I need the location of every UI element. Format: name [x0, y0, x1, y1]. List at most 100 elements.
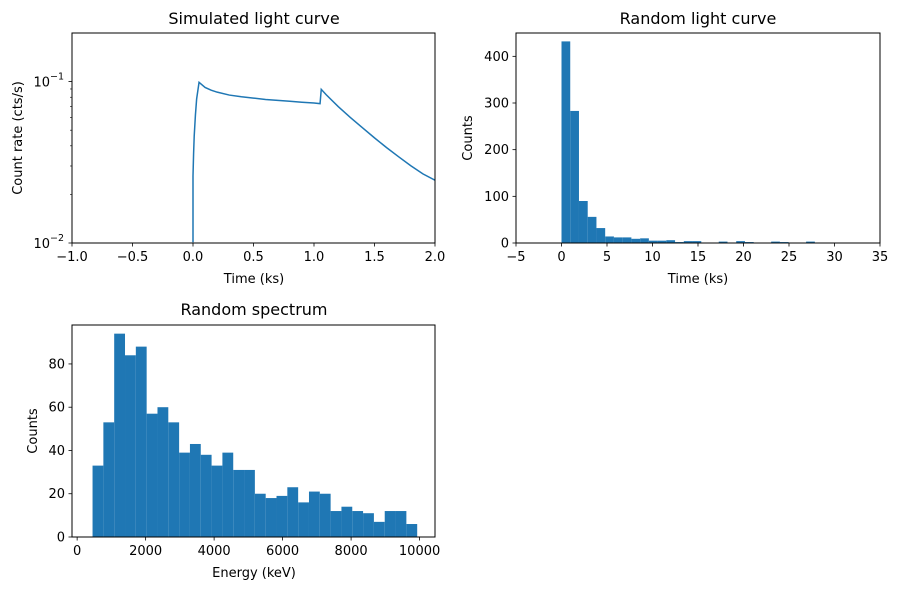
- y-tick-label: 0: [57, 531, 65, 546]
- histogram-bar: [718, 241, 728, 243]
- axes-frame: [71, 324, 436, 538]
- x-tick-label: 0: [557, 250, 565, 265]
- y-axis-label: Counts: [26, 408, 41, 454]
- data-marks: [561, 41, 859, 243]
- histogram-bar: [561, 41, 571, 243]
- x-tick-label: 15: [690, 250, 707, 265]
- x-tick-label: 25: [781, 250, 798, 265]
- x-tick-label: −1.0: [56, 250, 88, 265]
- histogram-bar: [265, 498, 277, 537]
- histogram-bar: [384, 511, 396, 537]
- x-tick-label: 2.0: [425, 250, 446, 265]
- histogram-bar: [179, 452, 190, 537]
- histogram-bar: [570, 110, 579, 243]
- histogram-bar: [200, 454, 212, 537]
- histogram-bar: [244, 469, 255, 537]
- histogram-bar: [806, 241, 815, 243]
- y-tick-label: 200: [484, 143, 509, 158]
- y-tick-label: 10−1: [33, 72, 64, 91]
- histogram-bar: [276, 495, 288, 537]
- plot-area: −1.0 −0.5 0.0 0.5 1.0 1.5 2.0 10−2 10−1: [33, 72, 445, 265]
- y-tick-label: 20: [48, 487, 65, 502]
- x-tick-label: 20: [735, 250, 752, 265]
- y-tick-label: 40: [48, 444, 65, 459]
- histogram-bar: [211, 465, 223, 537]
- x-tick-label: 1.5: [364, 250, 385, 265]
- histogram-bar: [189, 443, 201, 537]
- histogram-bar: [222, 452, 234, 537]
- panel-random-light-curve: Random light curve Time (ks) Counts −5 0 5…: [461, 9, 888, 287]
- x-axis-label: Time (ks): [223, 272, 284, 287]
- histogram-bar: [92, 465, 104, 537]
- x-tick-label: 4000: [198, 544, 231, 559]
- series-line: [192, 80, 435, 243]
- panel-random-spectrum: Random spectrum Energy (keV) Counts 0 200…: [26, 300, 440, 581]
- histogram-bar: [168, 422, 180, 537]
- histogram-bar: [578, 201, 588, 243]
- x-tick-label: 30: [826, 250, 843, 265]
- histogram-bar: [657, 240, 667, 243]
- x-tick-label: 0: [73, 544, 81, 559]
- histogram-bar: [135, 346, 147, 537]
- x-tick-label: −5: [506, 250, 525, 265]
- histogram-bar: [298, 502, 309, 537]
- panel-simulated-light-curve: Simulated light curve Time (ks) Count ra…: [11, 9, 445, 287]
- y-tick-label: 300: [484, 97, 509, 112]
- y-tick-label: 10−2: [33, 233, 64, 252]
- axes-frame: [515, 32, 881, 244]
- histogram-bar: [287, 487, 299, 537]
- histogram-bar: [363, 513, 374, 537]
- y-tick-label: 100: [484, 190, 509, 205]
- y-axis-label: Counts: [461, 115, 476, 161]
- x-tick-label: 6000: [266, 544, 299, 559]
- histogram-bar: [341, 506, 353, 537]
- histogram-bar: [683, 241, 693, 243]
- histogram-bar: [146, 413, 158, 537]
- histogram-bar: [771, 241, 780, 243]
- histogram-bar: [103, 422, 115, 537]
- x-tick-label: 5: [603, 250, 611, 265]
- histogram-bar: [613, 237, 623, 243]
- histogram-bar: [395, 511, 407, 537]
- y-tick-label: 400: [484, 50, 509, 65]
- x-tick-label: 1.0: [304, 250, 325, 265]
- data-marks: [192, 80, 435, 243]
- x-tick-label: 2000: [129, 544, 162, 559]
- histogram-bar: [125, 355, 136, 537]
- x-axis-label: Energy (keV): [212, 566, 296, 581]
- histogram-bar: [352, 511, 364, 537]
- y-axis-label: Count rate (cts/s): [11, 81, 26, 195]
- histogram-bar: [605, 236, 614, 243]
- x-tick-label: 0.0: [183, 250, 204, 265]
- x-axis-label: Time (ks): [667, 272, 728, 287]
- chart-title: Random spectrum: [180, 300, 327, 319]
- x-tick-label: 35: [872, 250, 889, 265]
- x-tick-label: 10000: [399, 544, 440, 559]
- x-tick-label: 0.5: [243, 250, 264, 265]
- axes-frame: [71, 32, 436, 244]
- y-tick-label: 60: [48, 401, 65, 416]
- histogram-bar: [319, 493, 331, 537]
- histogram-bar: [406, 524, 418, 537]
- chart-title: Random light curve: [620, 9, 777, 28]
- x-tick-label: 10: [644, 250, 661, 265]
- histogram-bar: [692, 241, 702, 243]
- histogram-bar: [666, 240, 676, 243]
- histogram-bar: [233, 469, 245, 537]
- histogram-bar: [622, 237, 632, 243]
- histogram-bar: [157, 407, 169, 537]
- histogram-bar: [640, 238, 649, 243]
- histogram-bar: [254, 493, 266, 537]
- histogram-bar: [587, 216, 597, 243]
- chart-title: Simulated light curve: [168, 9, 339, 28]
- histogram-bar: [373, 521, 385, 537]
- x-tick-label: 8000: [335, 544, 368, 559]
- y-tick-label: 80: [48, 357, 65, 372]
- data-marks: [92, 333, 418, 537]
- y-tick-label: 0: [501, 237, 509, 252]
- histogram-bar: [736, 241, 745, 243]
- histogram-bar: [596, 228, 606, 243]
- histogram-bar: [330, 511, 342, 537]
